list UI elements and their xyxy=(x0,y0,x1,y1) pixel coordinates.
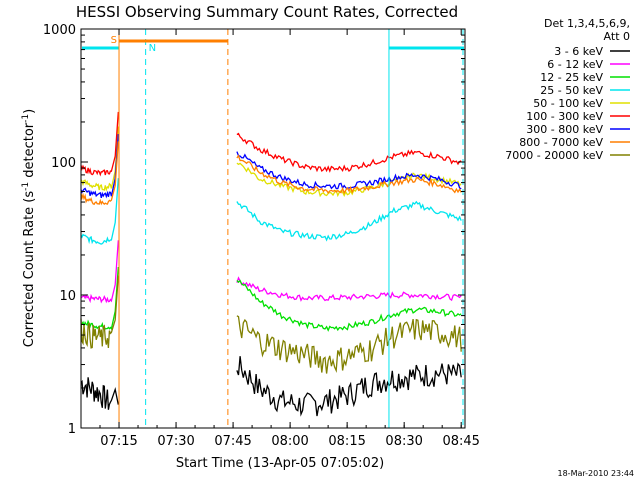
y-axis-label: Corrected Count Rate (s-1 detector-1) xyxy=(21,109,37,347)
timestamp: 18-Mar-2010 23:44 xyxy=(558,469,635,478)
overlay-layer: SN xyxy=(82,29,464,428)
x-tick-label-3: 07:45 xyxy=(214,434,251,449)
series-post-line-1 xyxy=(236,356,462,417)
y-axis-label-main: Corrected Count Rate (s xyxy=(22,191,37,348)
series-pre-line-8 xyxy=(80,141,119,206)
series-post-line-8 xyxy=(236,154,462,195)
axis-layer: 07:15 07:30 07:45 08:00 08:15 08:30 08:45 1 10 10… xyxy=(43,23,480,449)
legend-label-2: 6 - 12 keV xyxy=(547,58,603,71)
legend-label-6: 100 - 300 keV xyxy=(526,110,603,123)
series-pre-line-9 xyxy=(80,275,119,349)
x-tick-label-4: 08:00 xyxy=(271,434,308,449)
series-pre-line-3 xyxy=(80,266,119,331)
legend-label-8: 800 - 7000 keV xyxy=(519,136,603,149)
legend-label-9: 7000 - 20000 keV xyxy=(505,149,603,162)
y-axis-label-end: ) xyxy=(22,109,37,114)
legend-label-7: 300 - 800 keV xyxy=(526,123,603,136)
legend-header-line2: Att 0 xyxy=(604,30,630,43)
y-tick-label-2: 10 xyxy=(59,289,76,304)
saa-label: S xyxy=(111,35,117,46)
chart-title: HESSI Observing Summary Count Rates, Cor… xyxy=(76,3,458,21)
y-tick-label-1: 1 xyxy=(68,422,76,437)
x-tick-label-5: 08:15 xyxy=(328,434,365,449)
series-post-line-2 xyxy=(236,276,462,302)
legend-label-3: 12 - 25 keV xyxy=(540,71,603,84)
series-pre-line-1 xyxy=(80,377,119,410)
plot-frame xyxy=(80,28,466,429)
series-pre-line-4 xyxy=(80,178,119,245)
y-axis-label-mid: detector xyxy=(22,122,37,182)
legend-header-line1: Det 1,3,4,5,6,9, xyxy=(544,17,630,30)
y-tick-label-4: 1000 xyxy=(43,23,76,38)
y-axis-label-sup2: -1 xyxy=(21,114,31,123)
series-pre-line-2 xyxy=(80,240,119,304)
series-pre-line-7 xyxy=(80,133,119,199)
series-pre-line-6 xyxy=(80,111,119,177)
y-tick-label-3: 100 xyxy=(51,156,76,171)
x-axis-label: Start Time (13-Apr-05 07:05:02) xyxy=(176,456,384,471)
y-axis-label-sup1: -1 xyxy=(21,182,31,191)
series-pre-line-5 xyxy=(80,126,119,192)
legend-label-4: 25 - 50 keV xyxy=(540,84,603,97)
data-layer xyxy=(80,111,462,417)
series-post-line-6 xyxy=(236,132,462,173)
x-tick-label-1: 07:15 xyxy=(100,434,137,449)
x-tick-label-2: 07:30 xyxy=(157,434,194,449)
series-post-line-7 xyxy=(236,151,462,190)
series-post-line-3 xyxy=(236,279,462,332)
legend-label-5: 50 - 100 keV xyxy=(533,97,603,110)
series-post-line-5 xyxy=(236,162,462,198)
night-label: N xyxy=(149,43,156,54)
legend-label-1: 3 - 6 keV xyxy=(554,45,603,58)
series-post-line-9 xyxy=(236,315,462,374)
x-tick-label-7: 08:45 xyxy=(442,434,479,449)
x-tick-label-6: 08:30 xyxy=(385,434,422,449)
series-post-line-4 xyxy=(236,200,462,242)
